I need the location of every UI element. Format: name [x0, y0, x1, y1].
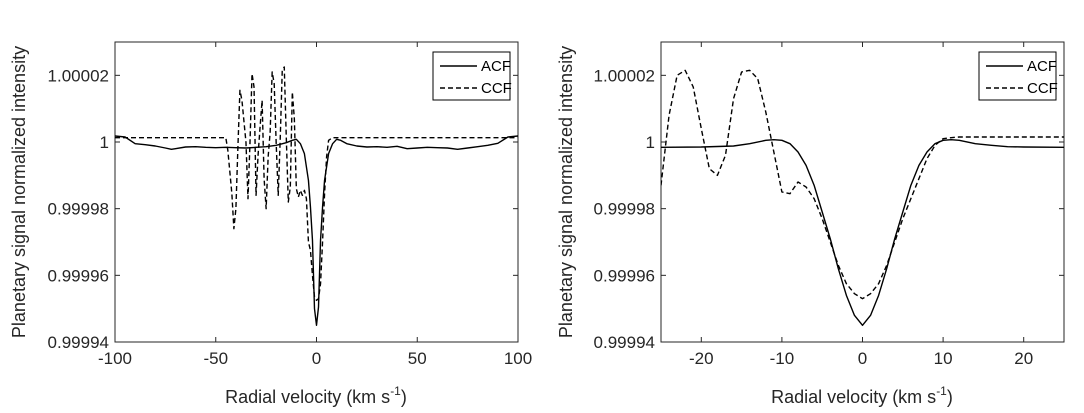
chart-left-x-tick-label: -100 — [98, 349, 132, 368]
chart-left-series-ccf-line — [115, 66, 518, 302]
chart-left-legend-ccf-label: CCF — [481, 80, 512, 97]
chart-left-x-axis-label-close: ) — [401, 387, 407, 407]
chart-left-legend-acf-label: ACF — [481, 58, 511, 75]
chart-left-y-tick-label: 1 — [100, 133, 109, 152]
chart-left-x-tick-label: 0 — [312, 349, 321, 368]
chart-right-y-tick-label: 1 — [646, 133, 655, 152]
chart-right-x-tick-label: 20 — [1014, 349, 1033, 368]
chart-left-y-tick-label: 0.99998 — [48, 200, 109, 219]
chart-right-x-tick-label: 0 — [858, 349, 867, 368]
chart-right-x-axis-label-sup: -1 — [936, 384, 947, 398]
chart-right-y-tick-label: 0.99994 — [594, 333, 655, 352]
chart-right-x-axis-label: Radial velocity (km s-1) — [771, 384, 953, 407]
chart-right-x-axis-label-close: ) — [947, 387, 953, 407]
chart-left: -100 -50 0 50 100 0.99994 0.99996 0.99998 1 1.000… — [9, 41, 532, 407]
chart-right-x-axis-label-main: Radial velocity (km s — [771, 387, 936, 407]
chart-left-axes: -100 -50 0 50 100 0.99994 0.99996 0.99998 1 1.000… — [48, 41, 532, 368]
chart-right-y-tick-label: 1.00002 — [594, 66, 655, 85]
chart-right-axes: -20 -10 0 10 20 0.99994 0.99996 0.99998 1 1.00002 — [594, 41, 1065, 368]
chart-right-series-acf-line — [661, 138, 1064, 327]
chart-right-x-tick-label: -20 — [689, 349, 714, 368]
chart-right-x-tick-label: -10 — [770, 349, 795, 368]
chart-left-x-axis-label-sup: -1 — [390, 384, 401, 398]
chart-right-legend-acf-label: ACF — [1027, 58, 1057, 75]
chart-right-series-ccf-line — [661, 69, 1064, 300]
chart-left-legend: ACF CCF — [432, 51, 512, 101]
chart-left-x-axis-label-main: Radial velocity (km s — [225, 387, 390, 407]
chart-right-y-tick-label: 0.99998 — [594, 200, 655, 219]
chart-right-legend-ccf-label: CCF — [1027, 80, 1058, 97]
chart-left-x-axis-label: Radial velocity (km s-1) — [225, 384, 407, 407]
chart-left-x-tick-label: 100 — [504, 349, 532, 368]
chart-right-plot-area — [661, 69, 1064, 327]
chart-right-y-axis-label: Planetary signal normalized intensity — [556, 46, 576, 338]
chart-left-y-tick-label: 1.00002 — [48, 66, 109, 85]
chart-right-legend: ACF CCF — [978, 51, 1058, 101]
chart-left-x-tick-label: -50 — [203, 349, 228, 368]
chart-right-y-tick-label: 0.99996 — [594, 266, 655, 285]
chart-left-y-tick-label: 0.99994 — [48, 333, 109, 352]
chart-left-plot-area — [115, 66, 518, 327]
chart-right: -20 -10 0 10 20 0.99994 0.99996 0.99998 1 1.00002… — [556, 41, 1065, 407]
chart-left-series-acf-line — [115, 135, 518, 327]
chart-right-x-tick-label: 10 — [934, 349, 953, 368]
chart-left-x-tick-label: 50 — [408, 349, 427, 368]
chart-left-y-axis-label: Planetary signal normalized intensity — [9, 46, 29, 338]
chart-left-legend-box — [432, 51, 511, 101]
chart-right-legend-box — [978, 51, 1057, 101]
chart-left-y-tick-label: 0.99996 — [48, 266, 109, 285]
